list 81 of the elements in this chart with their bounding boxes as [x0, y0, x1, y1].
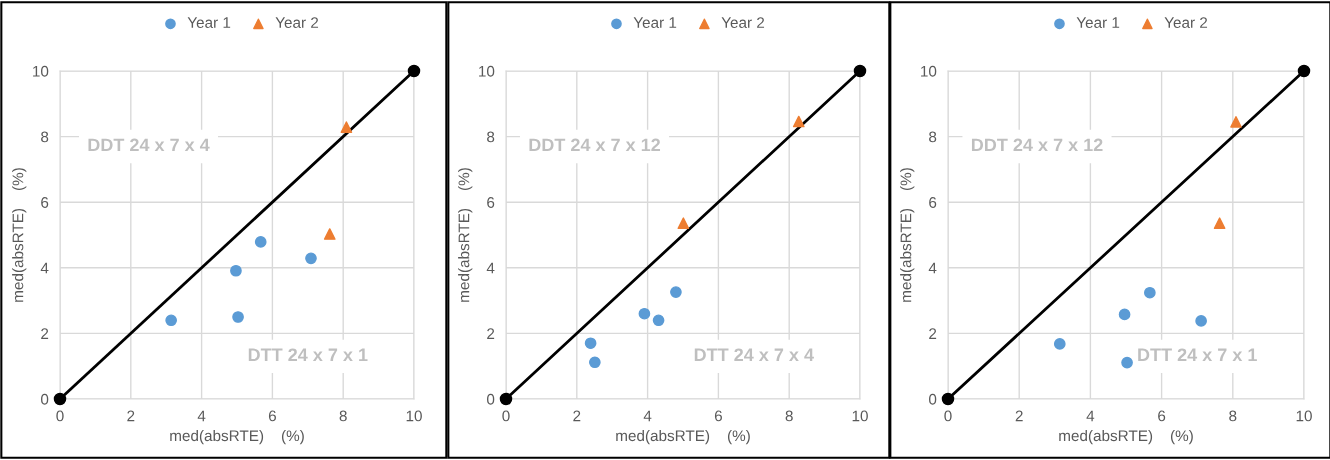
x-tick-label: 4	[643, 410, 652, 422]
x-tick-label: 10	[406, 410, 422, 422]
x-axis-title: med(absRTE) (%)	[170, 429, 304, 445]
point	[677, 217, 690, 230]
y-tick-label: 4	[486, 262, 495, 274]
point	[1297, 64, 1311, 78]
x-tick-label: 6	[714, 410, 722, 422]
point	[323, 228, 336, 240]
point	[1118, 308, 1131, 321]
point	[853, 64, 867, 78]
legend-label: Year 1	[1076, 17, 1120, 28]
y-tick-label: 2	[487, 328, 495, 339]
x-axis-title: med(absRTE) (%)	[616, 429, 750, 445]
x-tick-label: 0	[502, 410, 510, 422]
legend-label: Year 1	[633, 17, 677, 28]
y-tick-label: 0	[40, 393, 49, 405]
y-tick-label: 10	[479, 65, 495, 77]
point	[1213, 217, 1226, 230]
point	[340, 121, 353, 133]
point	[638, 307, 651, 320]
x-tick-label: 2	[573, 410, 581, 422]
y-tick-label: 4	[928, 262, 937, 274]
y-tick-label: 8	[41, 131, 49, 143]
point	[792, 115, 805, 128]
x-tick-label: 10	[852, 410, 868, 422]
y-tick-label: 8	[929, 131, 937, 143]
legend-label: Year 2	[1164, 17, 1208, 28]
point	[1144, 286, 1156, 299]
y-tick-label: 6	[41, 197, 49, 208]
point	[941, 392, 955, 406]
x-tick-label: 2	[127, 410, 135, 422]
x-tick-label: 10	[1296, 410, 1312, 422]
y-tick-label: 2	[41, 328, 49, 339]
point	[407, 64, 421, 78]
y-axis-title: med(absRTE) (%)	[12, 168, 27, 302]
legend-label: Year 2	[721, 17, 765, 28]
y-tick-label: 6	[929, 197, 937, 208]
annotation: DTT 24 x 7 x 1	[248, 348, 368, 362]
point	[499, 392, 513, 406]
point	[305, 252, 317, 265]
x-tick-label: 8	[339, 410, 347, 422]
x-tick-label: 4	[197, 410, 206, 422]
x-tick-label: 6	[268, 410, 276, 422]
annotation: DTT 24 x 7 x 1	[1138, 348, 1257, 362]
point	[652, 314, 665, 327]
point	[670, 286, 682, 298]
y-tick-label: 10	[33, 65, 49, 77]
y-tick-label: 0	[486, 393, 495, 405]
y-tick-label: 0	[928, 393, 937, 405]
point	[1230, 115, 1242, 128]
annotation: DDT 24 x 7 x 12	[529, 138, 661, 152]
point	[584, 337, 597, 350]
x-tick-label: 8	[1229, 410, 1237, 422]
x-tick-label: 2	[1015, 410, 1023, 422]
annotation: DDT 24 x 7 x 12	[971, 138, 1103, 152]
point	[53, 392, 67, 406]
point	[232, 311, 244, 323]
point	[165, 314, 178, 327]
x-tick-label: 0	[56, 410, 64, 422]
point	[254, 236, 267, 248]
legend-label: Year 1	[187, 17, 231, 28]
x-tick-label: 6	[1158, 410, 1166, 422]
y-tick-label: 6	[487, 197, 495, 208]
y-axis-title: med(absRTE) (%)	[458, 168, 473, 302]
point	[1053, 338, 1066, 350]
y-axis-title: med(absRTE) (%)	[900, 168, 915, 302]
point	[589, 356, 601, 369]
annotation: DDT 24 x 7 x 4	[88, 138, 210, 152]
y-tick-label: 4	[40, 262, 49, 274]
x-tick-label: 4	[1086, 410, 1095, 422]
y-tick-label: 10	[921, 65, 937, 77]
x-tick-label: 0	[944, 410, 952, 422]
point	[1195, 315, 1207, 327]
x-tick-label: 8	[785, 410, 793, 422]
y-tick-label: 8	[487, 131, 495, 143]
annotation: DTT 24 x 7 x 4	[694, 348, 814, 362]
point	[230, 264, 242, 277]
x-axis-title: med(absRTE) (%)	[1059, 429, 1193, 445]
y-tick-label: 2	[929, 328, 937, 339]
legend-label: Year 2	[275, 17, 319, 28]
point	[1121, 356, 1133, 369]
